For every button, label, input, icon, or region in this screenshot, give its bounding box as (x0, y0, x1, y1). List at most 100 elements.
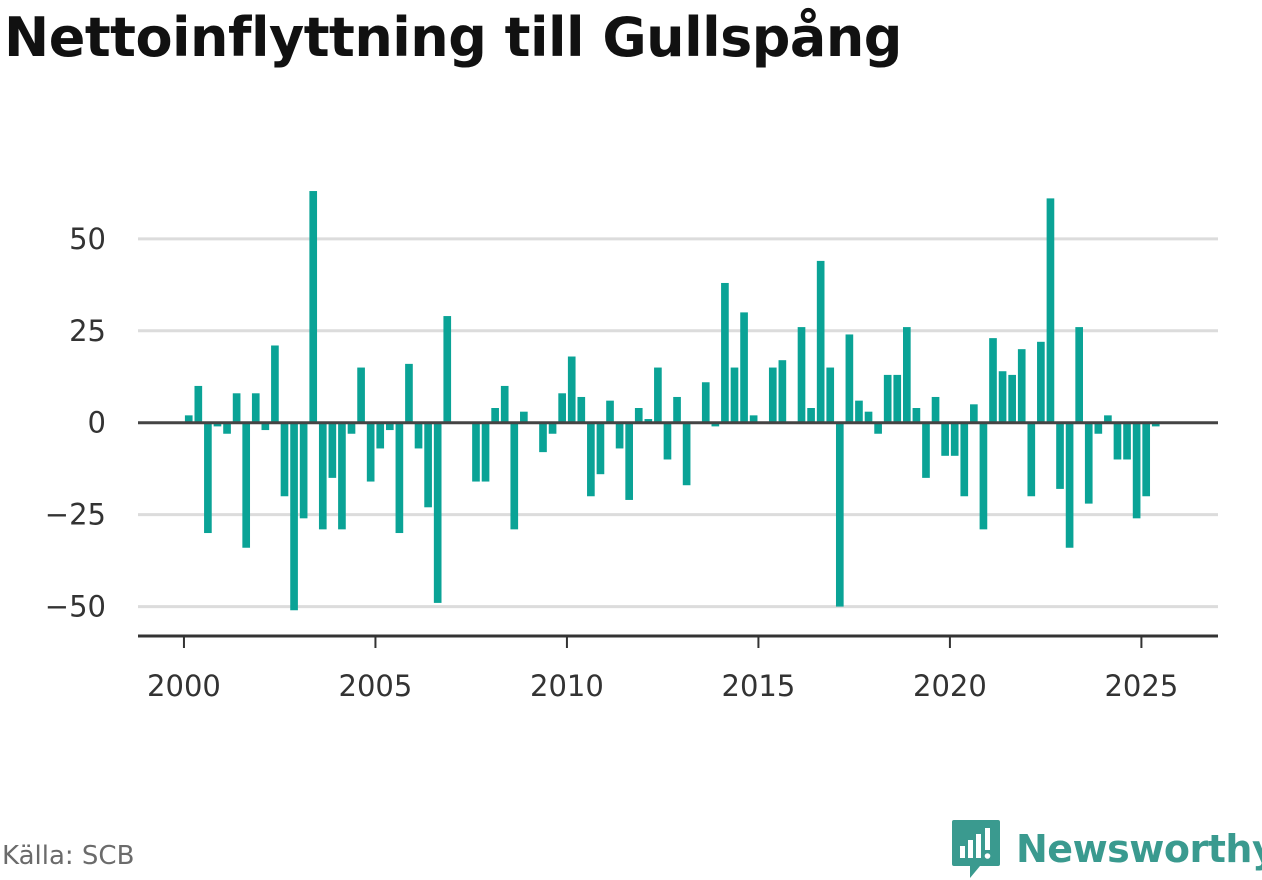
bar[interactable] (472, 422, 480, 482)
bar[interactable] (634, 408, 643, 423)
bar[interactable] (1065, 422, 1074, 548)
bar[interactable] (481, 422, 490, 482)
bar[interactable] (625, 422, 633, 500)
bar[interactable] (682, 422, 691, 486)
bar[interactable] (1113, 422, 1122, 460)
bar[interactable] (414, 422, 423, 449)
bar[interactable] (606, 400, 614, 423)
bar-chart: 50 25 0 −25 −50 2000 2005 2010 2015 2020 2025 (45, 191, 1218, 703)
bar[interactable] (261, 422, 270, 431)
bar[interactable] (385, 422, 394, 431)
bar[interactable] (903, 327, 911, 423)
bar[interactable] (654, 367, 662, 423)
bar[interactable] (433, 422, 442, 603)
bar[interactable] (1075, 327, 1083, 423)
bar[interactable] (960, 422, 969, 497)
bar[interactable] (1151, 422, 1160, 427)
bar[interactable] (318, 422, 327, 530)
bar[interactable] (912, 408, 921, 423)
bar[interactable] (1017, 349, 1026, 423)
bar[interactable] (376, 422, 385, 449)
bar[interactable] (251, 393, 260, 423)
bar[interactable] (1056, 422, 1064, 489)
bar[interactable] (845, 334, 854, 423)
bar[interactable] (970, 404, 978, 423)
bar[interactable] (1142, 422, 1151, 497)
bar[interactable] (223, 422, 231, 434)
bar[interactable] (347, 422, 356, 434)
bar[interactable] (663, 422, 672, 460)
bar[interactable] (366, 422, 375, 482)
bar[interactable] (184, 415, 193, 423)
bar[interactable] (309, 191, 318, 423)
bar[interactable] (931, 396, 940, 423)
bar[interactable] (510, 422, 519, 530)
bar[interactable] (290, 422, 298, 611)
bar[interactable] (644, 419, 653, 423)
bar[interactable] (1132, 422, 1141, 519)
bar[interactable] (567, 356, 576, 423)
bar[interactable] (711, 422, 720, 427)
bar[interactable] (768, 367, 777, 423)
bar[interactable] (1037, 341, 1045, 423)
bar[interactable] (1027, 422, 1036, 497)
bar[interactable] (271, 345, 279, 423)
bar[interactable] (922, 422, 930, 478)
bar[interactable] (874, 422, 882, 434)
bar[interactable] (443, 316, 452, 423)
bar[interactable] (740, 312, 748, 423)
bar[interactable] (520, 411, 528, 423)
bar[interactable] (539, 422, 547, 453)
bar[interactable] (395, 422, 404, 534)
brand-logo[interactable]: Newsworthy (950, 818, 1262, 880)
bar[interactable] (242, 422, 251, 548)
bar[interactable] (864, 411, 873, 423)
bar[interactable] (577, 396, 586, 423)
bar[interactable] (941, 422, 949, 456)
bar[interactable] (1084, 422, 1093, 504)
bar[interactable] (204, 422, 212, 534)
bar[interactable] (615, 422, 624, 449)
bar[interactable] (299, 422, 308, 519)
bar[interactable] (979, 422, 988, 530)
bar[interactable] (1123, 422, 1131, 460)
bar[interactable] (816, 260, 825, 423)
bar[interactable] (1008, 374, 1016, 423)
x-tick-label: 2015 (722, 669, 796, 703)
bar[interactable] (280, 422, 289, 497)
bar[interactable] (596, 422, 605, 475)
bar[interactable] (328, 422, 337, 478)
bar[interactable] (548, 422, 557, 434)
bar[interactable] (855, 400, 863, 423)
bar[interactable] (232, 393, 241, 423)
bar[interactable] (950, 422, 959, 456)
bar[interactable] (807, 408, 815, 423)
bar[interactable] (998, 371, 1007, 423)
bar[interactable] (405, 363, 413, 423)
bar[interactable] (1046, 198, 1055, 423)
bar[interactable] (338, 422, 346, 530)
bar[interactable] (194, 385, 203, 423)
bar[interactable] (673, 396, 681, 423)
bar[interactable] (835, 422, 844, 607)
bar[interactable] (749, 415, 758, 423)
bar[interactable] (1094, 422, 1103, 434)
bar[interactable] (500, 385, 509, 423)
source-note: Källa: SCB (2, 841, 135, 871)
bar[interactable] (491, 408, 499, 423)
bar[interactable] (893, 374, 902, 423)
bar[interactable] (424, 422, 432, 508)
bar[interactable] (701, 382, 710, 423)
bar[interactable] (989, 338, 997, 423)
bar[interactable] (357, 367, 365, 423)
bar[interactable] (778, 360, 787, 423)
bar[interactable] (213, 422, 222, 427)
bar[interactable] (730, 367, 739, 423)
bar[interactable] (826, 367, 835, 423)
bar[interactable] (558, 393, 566, 423)
bar[interactable] (1104, 415, 1112, 423)
bar[interactable] (587, 422, 595, 497)
bar[interactable] (721, 282, 729, 423)
bar[interactable] (797, 327, 806, 423)
bar[interactable] (883, 374, 892, 423)
